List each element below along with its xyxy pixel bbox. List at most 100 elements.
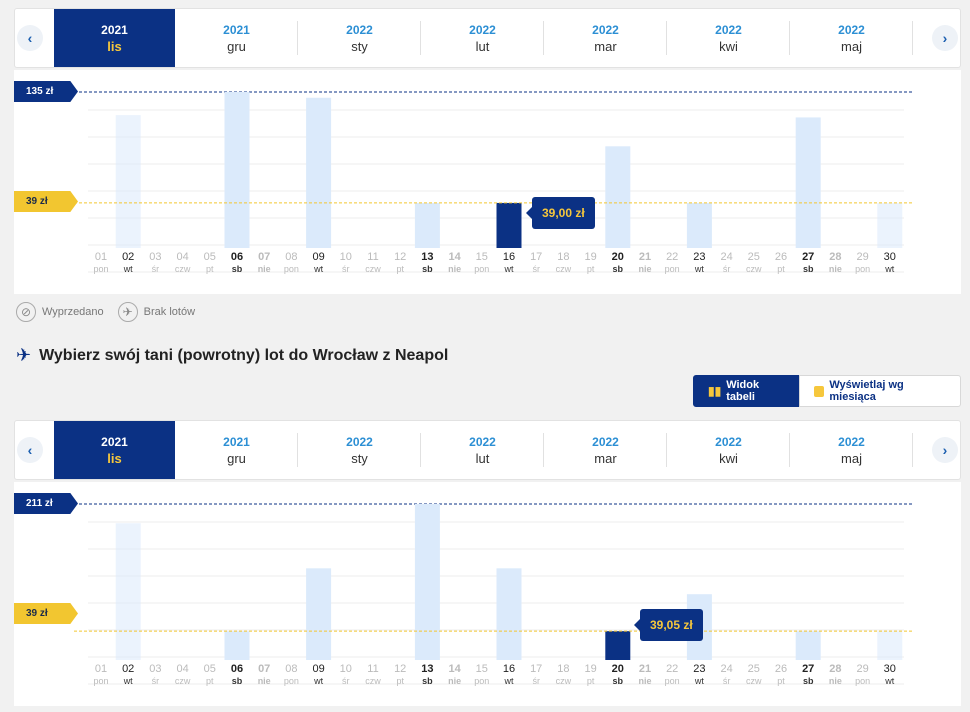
month-divider: [543, 21, 544, 55]
day-number: 22: [666, 663, 678, 675]
day-number: 26: [775, 251, 787, 263]
month-divider: [420, 433, 421, 467]
month-tab-lis[interactable]: 2021 lis: [54, 9, 175, 67]
month-tab-lut[interactable]: 2022 lut: [421, 421, 544, 479]
month-tab-maj[interactable]: 2022 maj: [790, 421, 913, 479]
day-number: 01: [95, 251, 107, 263]
month-tab-gru[interactable]: 2021 gru: [175, 9, 298, 67]
price-bar-day-20: [605, 146, 631, 248]
day-weekday: śr: [723, 264, 731, 274]
day-number: 12: [394, 663, 406, 675]
day-number: 04: [176, 251, 188, 263]
day-weekday: nie: [258, 676, 271, 686]
day-number: 10: [340, 663, 352, 675]
day-weekday: czw: [365, 264, 381, 274]
day-number: 29: [856, 251, 868, 263]
day-number: 14: [448, 251, 461, 263]
inbound-next-month-button[interactable]: ›: [932, 437, 958, 463]
chevron-left-icon: ‹: [27, 30, 33, 46]
day-weekday: pon: [284, 264, 299, 274]
day-weekday: nie: [638, 264, 651, 274]
table-view-label: Widok tabeli: [726, 379, 760, 403]
day-number: 09: [312, 663, 324, 675]
chevron-right-icon: ›: [942, 30, 948, 46]
month-tab-year: 2021: [101, 22, 128, 37]
day-number: 17: [530, 251, 542, 263]
day-weekday: wt: [504, 676, 514, 686]
day-weekday: pt: [777, 676, 785, 686]
outbound-chart-svg: 01pon02wt03śr04czw05pt06sb07nie08pon09wt…: [74, 91, 912, 274]
day-weekday: wt: [504, 264, 514, 274]
month-tab-year: 2022: [592, 434, 619, 449]
day-weekday: pt: [587, 676, 595, 686]
day-number: 25: [748, 663, 760, 675]
day-number: 12: [394, 251, 406, 263]
month-view-label: Wyświetlaj wg miesiąca: [829, 379, 904, 403]
day-weekday: sb: [613, 264, 624, 274]
month-tab-name: mar: [594, 38, 617, 54]
month-tab-name: lut: [475, 450, 490, 466]
day-number: 15: [476, 251, 488, 263]
day-weekday: pt: [396, 676, 404, 686]
month-divider: [420, 21, 421, 55]
day-weekday: pt: [206, 676, 214, 686]
day-number: 29: [856, 663, 868, 675]
outbound-next-month-button[interactable]: ›: [932, 25, 958, 51]
month-view-button[interactable]: Wyświetlaj wg miesiąca: [799, 375, 961, 407]
day-number: 28: [829, 663, 841, 675]
inbound-price-chart: 01 pon 02 wt 03 śr 04 czw 05 pt 06 sb 07 nie 08 pon 09 wt…: [14, 482, 961, 706]
day-number: 26: [775, 663, 787, 675]
month-tab-name: sty: [351, 38, 368, 54]
day-weekday: pt: [396, 264, 404, 274]
sold-out-icon: ⊘: [16, 302, 36, 322]
day-weekday: czw: [175, 264, 191, 274]
month-tab-lis[interactable]: 2021 lis: [54, 421, 175, 479]
inbound-max-price-tag: 211 zł: [14, 493, 78, 514]
day-number: 10: [340, 251, 352, 263]
day-number: 05: [204, 251, 216, 263]
month-tab-name: sty: [351, 450, 368, 466]
calendar-icon: [814, 385, 825, 397]
inbound-month-bar: ‹ 2021 lis 2021 gru 2022 sty 2022 lut 2022 mar 202…: [14, 420, 961, 480]
day-weekday: pon: [474, 676, 489, 686]
day-number: 24: [720, 251, 732, 263]
day-number: 30: [884, 663, 896, 675]
chevron-left-icon: ‹: [27, 442, 33, 458]
day-weekday: pt: [777, 264, 785, 274]
legend-no-flights: Brak lotów: [143, 306, 196, 318]
month-tab-name: gru: [227, 38, 246, 54]
day-weekday: śr: [532, 676, 540, 686]
month-tab-mar[interactable]: 2022 mar: [544, 9, 667, 67]
day-number: 06: [231, 251, 243, 263]
day-number: 23: [693, 663, 705, 675]
price-bar-day-30: [877, 202, 903, 248]
month-tab-mar[interactable]: 2022 mar: [544, 421, 667, 479]
day-weekday: nie: [258, 264, 271, 274]
day-number: 07: [258, 251, 270, 263]
day-number: 25: [748, 251, 760, 263]
month-tab-sty[interactable]: 2022 sty: [298, 9, 421, 67]
day-number: 21: [639, 251, 651, 263]
month-tab-sty[interactable]: 2022 sty: [298, 421, 421, 479]
outbound-month-bar: ‹ 2021 lis 2021 gru 2022 sty 2022 lut 2022 mar 202…: [14, 8, 961, 68]
day-number: 05: [204, 663, 216, 675]
month-tab-kwi[interactable]: 2022 kwi: [667, 9, 790, 67]
month-tab-lut[interactable]: 2022 lut: [421, 9, 544, 67]
month-tab-maj[interactable]: 2022 maj: [790, 9, 913, 67]
day-number: 16: [503, 663, 515, 675]
return-section-header: ✈ Wybierz swój tani (powrotny) lot do Wr…: [16, 345, 448, 366]
month-tab-year: 2022: [469, 22, 496, 37]
month-tab-name: gru: [227, 450, 246, 466]
month-tab-year: 2021: [101, 434, 128, 449]
month-tab-kwi[interactable]: 2022 kwi: [667, 421, 790, 479]
day-weekday: czw: [746, 676, 762, 686]
outbound-selected-price-tip: 39,00 zł: [526, 197, 595, 229]
month-tab-gru[interactable]: 2021 gru: [175, 421, 298, 479]
outbound-prev-month-button[interactable]: ‹: [17, 25, 43, 51]
day-weekday: pon: [474, 264, 489, 274]
day-weekday: wt: [884, 676, 894, 686]
price-bar-day-20: [605, 631, 631, 660]
inbound-prev-month-button[interactable]: ‹: [17, 437, 43, 463]
table-view-button[interactable]: ▮▮ Widok tabeli: [693, 375, 799, 407]
month-tab-name: lis: [107, 38, 122, 54]
